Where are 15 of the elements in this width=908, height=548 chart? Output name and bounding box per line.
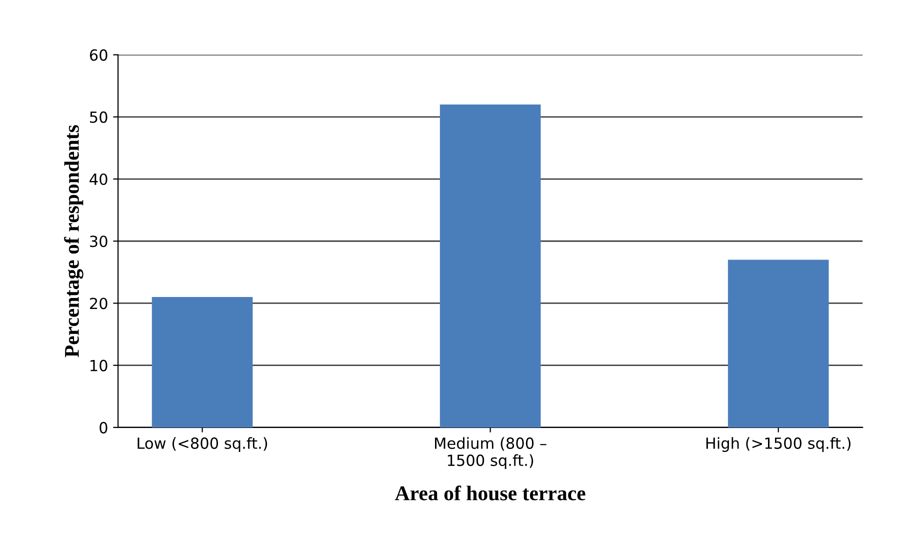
y-tick-label: 60 xyxy=(90,49,108,61)
y-tick-label: 10 xyxy=(90,360,108,372)
bar xyxy=(728,260,829,428)
y-tick-label: 50 xyxy=(90,111,108,123)
y-tick-label: 30 xyxy=(90,236,108,248)
x-axis-title: Area of house terrace xyxy=(394,486,586,500)
y-tick-label: 0 xyxy=(100,422,108,434)
y-axis-title: Percentage of respondents xyxy=(64,125,84,358)
y-tick-label: 20 xyxy=(90,298,108,310)
bar xyxy=(152,297,253,428)
x-tick-label: Low (<800 sq.ft.) xyxy=(138,437,268,452)
x-tick-label: High (>1500 sq.ft.) xyxy=(706,437,850,452)
bar xyxy=(440,104,541,428)
x-tick-label: Medium (800 – 1500 sq.ft.) xyxy=(435,437,546,470)
y-tick-label: 40 xyxy=(90,173,108,186)
